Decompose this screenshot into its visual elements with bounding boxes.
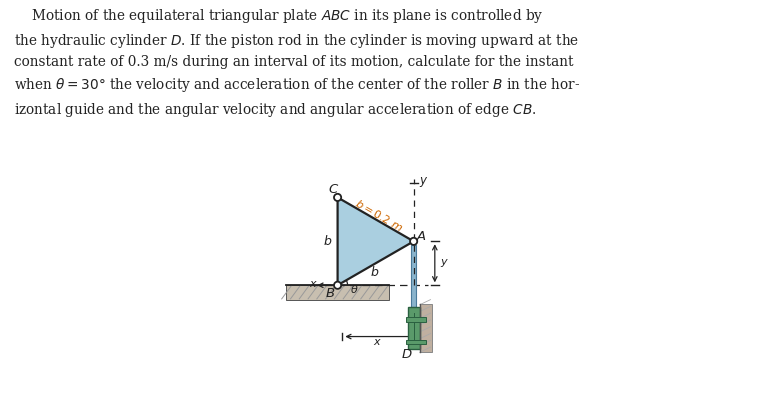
- Text: $D$: $D$: [401, 348, 412, 361]
- Text: $C$: $C$: [328, 183, 339, 196]
- Text: $B$: $B$: [325, 287, 335, 300]
- Bar: [406, 340, 426, 344]
- Text: $A$: $A$: [416, 230, 427, 243]
- Text: $y$: $y$: [440, 257, 449, 269]
- Polygon shape: [286, 285, 389, 300]
- Text: $\theta$: $\theta$: [349, 283, 359, 295]
- Text: $b = 0.2$ m: $b = 0.2$ m: [352, 197, 405, 234]
- Text: $b$: $b$: [322, 233, 332, 247]
- Text: $b$: $b$: [370, 265, 379, 279]
- Circle shape: [410, 238, 417, 245]
- Bar: [408, 307, 419, 349]
- Text: Motion of the equilateral triangular plate $ABC$ in its plane is controlled by
t: Motion of the equilateral triangular pla…: [14, 7, 580, 119]
- Text: $x$: $x$: [309, 279, 318, 289]
- Circle shape: [334, 282, 342, 289]
- Bar: [419, 304, 433, 352]
- Circle shape: [334, 194, 342, 201]
- Polygon shape: [338, 197, 414, 285]
- Bar: [412, 245, 416, 307]
- Bar: [406, 317, 426, 322]
- Text: $x$: $x$: [373, 337, 382, 347]
- Text: $y$: $y$: [419, 175, 428, 189]
